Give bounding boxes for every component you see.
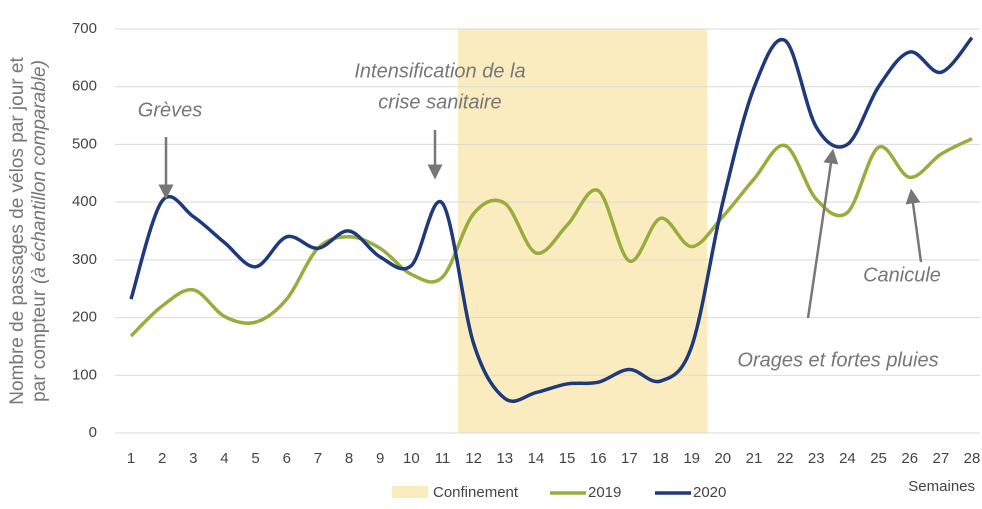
y-tick-label: 600: [72, 78, 97, 95]
x-tick-label: 26: [901, 450, 918, 467]
x-tick-label: 3: [189, 450, 197, 467]
y-tick-label: 400: [72, 193, 97, 210]
annotation: Orages et fortes pluies: [737, 349, 938, 371]
x-tick-label: 24: [839, 450, 856, 467]
x-tick-label: 15: [559, 450, 576, 467]
x-tick-label: 28: [964, 450, 981, 467]
x-tick-label: 8: [345, 450, 353, 467]
legend-label: Confinement: [433, 484, 519, 501]
x-tick-label: 20: [714, 450, 731, 467]
x-tick-label: 17: [621, 450, 638, 467]
x-tick-label: 16: [590, 450, 607, 467]
series-line: [129, 36, 974, 403]
x-tick-label: 25: [870, 450, 887, 467]
x-tick-label: 5: [251, 450, 259, 467]
x-tick-label: 11: [435, 450, 451, 467]
y-tick-label: 700: [72, 20, 97, 37]
legend-label: 2019: [588, 484, 621, 501]
x-tick-label: 6: [283, 450, 291, 467]
x-tick-label: 23: [808, 450, 825, 467]
annotation: crise sanitaire: [378, 91, 501, 113]
shaded-span: [458, 29, 708, 433]
x-tick-label: 21: [746, 450, 763, 467]
x-tick-label: 9: [376, 450, 384, 467]
annotation-arrow: [905, 188, 923, 263]
y-tick-label: 200: [72, 309, 97, 326]
y-axis-label: Nombre de passages de vélos par jour etp…: [7, 57, 50, 405]
x-tick-label: 7: [314, 450, 322, 467]
x-tick-label: 4: [220, 450, 228, 467]
x-tick-label: 19: [683, 450, 700, 467]
x-tick-label: 10: [403, 450, 420, 467]
y-label-line: (à échantillon comparable): [29, 60, 50, 284]
y-label-line: Nombre de passages de vélos par jour et: [7, 57, 28, 405]
x-tick-label: 18: [652, 450, 669, 467]
x-tick-label: 27: [933, 450, 950, 467]
y-label-line: par compteur: [29, 289, 50, 402]
y-tick-label: 500: [72, 135, 97, 152]
legend-swatch: [392, 486, 428, 498]
y-tick-label: 100: [72, 366, 97, 383]
x-tick-label: 14: [528, 450, 545, 467]
x-tick-label: 12: [465, 450, 482, 467]
x-tick-label: 2: [158, 450, 166, 467]
series-line: [129, 137, 973, 338]
annotation: Intensification de la: [354, 60, 525, 82]
annotation: Canicule: [863, 264, 941, 286]
x-axis-label: Semaines: [908, 478, 975, 495]
x-tick-label: 1: [127, 450, 135, 467]
legend-label: 2020: [693, 484, 726, 501]
y-tick-label: 0: [89, 424, 97, 441]
annotation: Grèves: [138, 99, 202, 121]
annotation-arrow: [806, 148, 839, 319]
y-tick-label: 300: [72, 251, 97, 268]
x-tick-label: 22: [777, 450, 794, 467]
x-tick-label: 13: [496, 450, 513, 467]
